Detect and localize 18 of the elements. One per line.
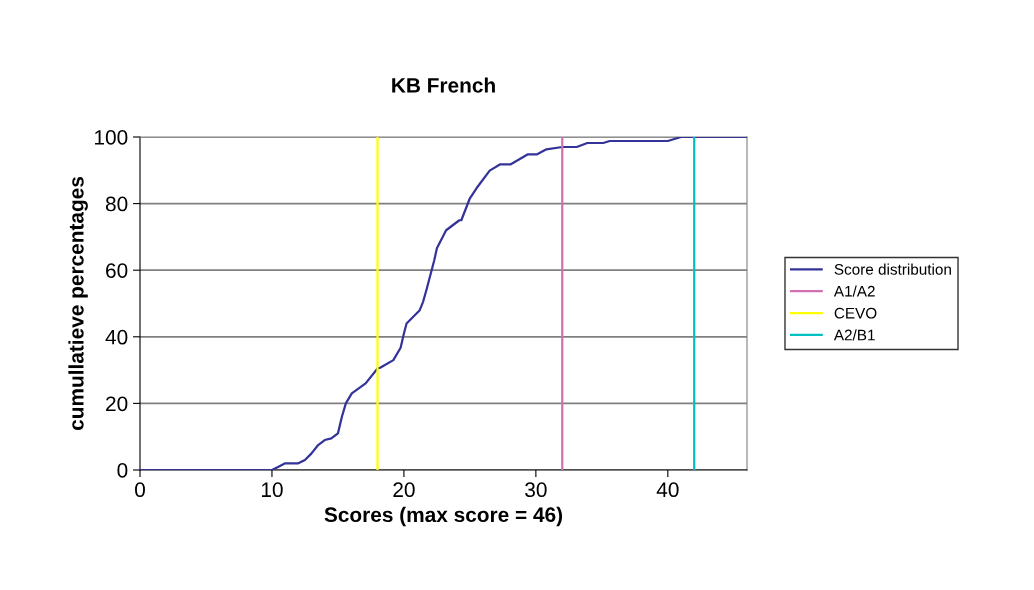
legend-label: Score distribution — [834, 263, 951, 275]
x-tick-label: 0 — [135, 482, 145, 498]
x-tick-label: 20 — [393, 482, 415, 498]
x-tick-label: 30 — [525, 482, 547, 498]
y-tick-label: 80 — [105, 196, 128, 212]
x-axis-title: Scores (max score = 46) — [324, 506, 563, 527]
legend-label: A1/A2 — [833, 285, 875, 297]
legend-label: A2/B1 — [833, 329, 875, 341]
y-tick-label: 40 — [105, 329, 128, 345]
x-tick-label: 40 — [656, 482, 679, 498]
y-tick-label: 20 — [106, 396, 128, 412]
chart-title: KB French — [392, 77, 495, 93]
x-tick-label: 10 — [261, 482, 283, 498]
y-tick-label: 100 — [95, 130, 128, 145]
y-axis-title: cumullatieve percentages — [68, 176, 88, 431]
y-tick-label: 60 — [106, 263, 128, 278]
y-tick-label: 0 — [117, 463, 128, 478]
legend-label: CEVO — [834, 307, 877, 319]
